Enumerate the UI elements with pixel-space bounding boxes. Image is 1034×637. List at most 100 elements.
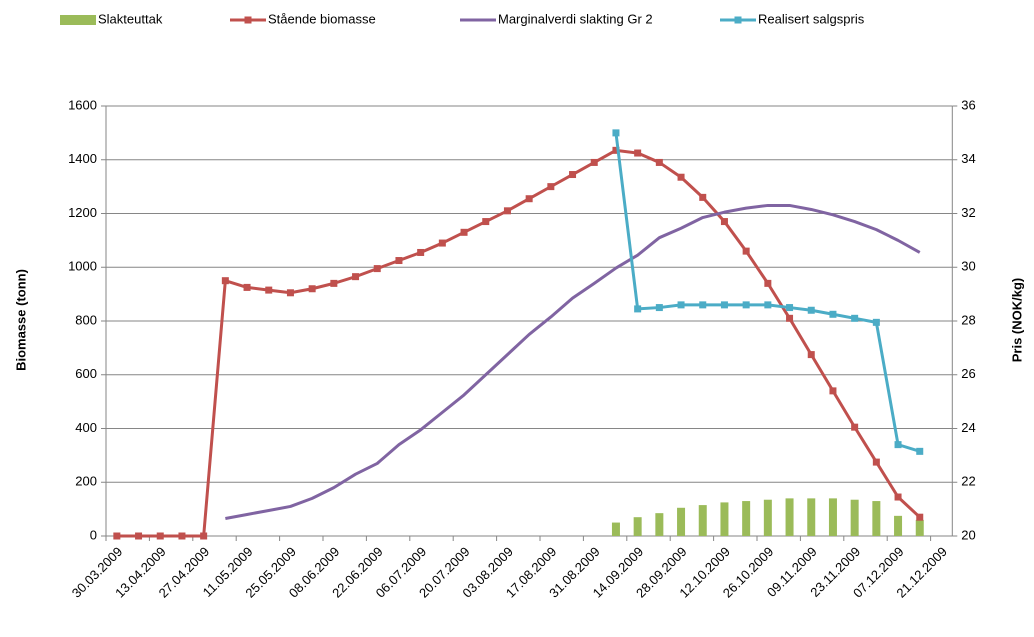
y2-tick-label: 30 [961, 259, 975, 274]
marker [764, 279, 772, 287]
marker [634, 149, 642, 157]
marker [156, 532, 164, 540]
bar [633, 517, 642, 536]
y-tick-label: 400 [75, 420, 97, 435]
marker [395, 257, 403, 265]
marker [851, 314, 859, 322]
marker [308, 285, 316, 293]
bar [698, 505, 707, 536]
bar [828, 498, 837, 536]
marker [916, 447, 924, 455]
marker [851, 423, 859, 431]
marker [829, 387, 837, 395]
y2-tick-label: 32 [961, 205, 975, 220]
y2-tick-label: 26 [961, 366, 975, 381]
marker [503, 207, 511, 215]
line [225, 203, 921, 521]
bar [763, 499, 772, 536]
bar [785, 498, 794, 536]
marker [699, 193, 707, 201]
marker [655, 158, 663, 166]
marker [655, 304, 663, 312]
marker [677, 301, 685, 309]
legend-marker [244, 16, 252, 24]
y2-tick-label: 28 [961, 312, 975, 327]
y-tick-label: 200 [75, 474, 97, 489]
marker [178, 532, 186, 540]
marker [894, 493, 902, 501]
marker [699, 301, 707, 309]
marker [352, 273, 360, 281]
marker [200, 532, 208, 540]
marker [807, 351, 815, 359]
marker [786, 314, 794, 322]
marker [438, 239, 446, 247]
marker [764, 301, 772, 309]
marker [720, 301, 728, 309]
bar [915, 519, 924, 536]
y2-axis-title: Pris (NOK/kg) [1009, 278, 1024, 363]
marker [525, 195, 533, 203]
marker [916, 513, 924, 521]
marker [135, 532, 143, 540]
marker [612, 146, 620, 154]
marker [786, 304, 794, 312]
marker [872, 458, 880, 466]
marker [417, 248, 425, 256]
marker [569, 171, 577, 179]
marker [221, 277, 229, 285]
marker [265, 286, 273, 294]
marker [547, 183, 555, 191]
legend-marker [734, 16, 742, 24]
legend-label: Marginalverdi slakting Gr 2 [498, 11, 653, 26]
marker [590, 158, 598, 166]
marker [872, 318, 880, 326]
marker [612, 129, 620, 137]
marker [677, 173, 685, 181]
bar [655, 513, 664, 536]
legend-label: Stående biomasse [268, 11, 376, 26]
line [614, 132, 921, 453]
marker [894, 441, 902, 449]
bar [894, 515, 903, 536]
marker [807, 306, 815, 314]
marker [720, 218, 728, 226]
y-tick-label: 800 [75, 312, 97, 327]
marker [113, 532, 121, 540]
bar [677, 507, 686, 536]
marker [460, 228, 468, 236]
y-tick-label: 0 [90, 527, 97, 542]
bar [742, 501, 751, 536]
bar [872, 501, 881, 536]
marker [742, 301, 750, 309]
y2-tick-label: 34 [961, 151, 975, 166]
marker [829, 310, 837, 318]
legend-swatch [60, 15, 96, 25]
y-axis-title: Biomasse (tonn) [13, 269, 28, 371]
marker [330, 279, 338, 287]
legend-label: Realisert salgspris [758, 11, 865, 26]
marker [742, 247, 750, 255]
marker [243, 283, 251, 291]
marker [286, 289, 294, 297]
y-tick-label: 1200 [68, 205, 97, 220]
bar [850, 499, 859, 536]
y-tick-label: 1600 [68, 97, 97, 112]
bar [807, 498, 816, 536]
line [116, 148, 921, 538]
bar [720, 502, 729, 536]
marker [634, 305, 642, 313]
y2-tick-label: 22 [961, 474, 975, 489]
marker [373, 265, 381, 273]
marker [482, 218, 490, 226]
y-tick-label: 1000 [68, 259, 97, 274]
y2-tick-label: 20 [961, 527, 975, 542]
y2-tick-label: 36 [961, 97, 975, 112]
y-tick-label: 1400 [68, 151, 97, 166]
y-tick-label: 600 [75, 366, 97, 381]
bar [611, 522, 620, 536]
y2-tick-label: 24 [961, 420, 975, 435]
legend-label: Slakteuttak [98, 11, 163, 26]
